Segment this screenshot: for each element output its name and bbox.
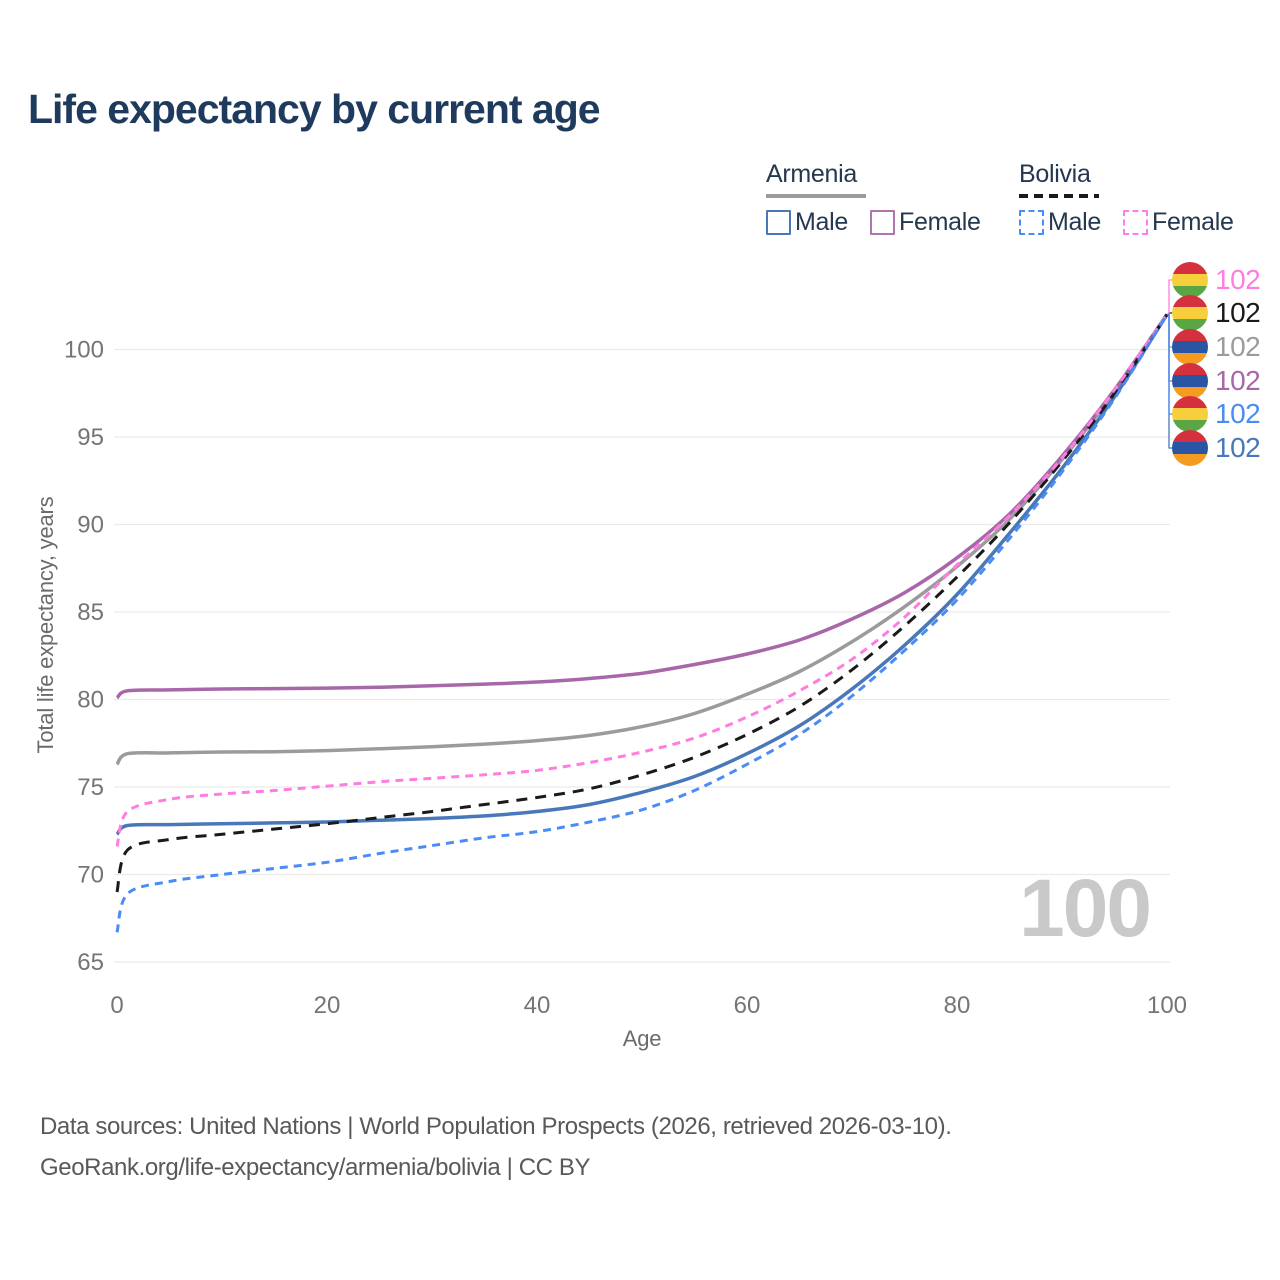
series-line-armenia-male — [115, 313, 1169, 836]
end-label-bolivia-male: 102 — [1172, 396, 1261, 432]
armenia-flag-icon — [1172, 363, 1208, 399]
end-label-value: 102 — [1215, 365, 1261, 396]
x-tick-60: 60 — [734, 992, 761, 1019]
y-tick-70: 70 — [77, 862, 104, 889]
legend-country-bolivia: Bolivia — [1019, 160, 1091, 188]
y-tick-85: 85 — [77, 599, 104, 626]
end-label-bolivia-both-sexes: 102 — [1172, 295, 1261, 331]
end-label-value: 102 — [1215, 432, 1261, 463]
legend-group-bolivia: Bolivia Male Female — [1019, 160, 1256, 237]
y-tick-90: 90 — [77, 512, 104, 539]
x-tick-0: 0 — [110, 992, 123, 1019]
legend-item-armenia-female: Female — [870, 208, 981, 237]
x-tick-80: 80 — [944, 992, 971, 1019]
bolivia-flag-icon — [1172, 295, 1208, 331]
armenia-female-swatch-icon — [870, 210, 895, 235]
y-tick-65: 65 — [77, 949, 104, 976]
series-line-armenia-both-sexes — [115, 313, 1169, 766]
bolivia-line-style-swatch — [1019, 194, 1099, 198]
legend-item-bolivia-female: Female — [1123, 208, 1234, 237]
x-tick-100: 100 — [1147, 992, 1187, 1019]
legend-item-label: Male — [795, 208, 848, 236]
legend-group-armenia: Armenia Male Female — [766, 160, 1003, 237]
legend-item-label: Male — [1048, 208, 1101, 236]
page-title: Life expectancy by current age — [28, 86, 601, 132]
end-label-armenia-both-sexes: 102 — [1172, 329, 1261, 365]
legend-item-label: Female — [899, 208, 981, 236]
footer-data-sources: Data sources: United Nations | World Pop… — [40, 1113, 952, 1140]
y-tick-95: 95 — [77, 424, 104, 451]
y-tick-100: 100 — [64, 337, 104, 364]
armenia-line-style-swatch — [766, 194, 866, 198]
legend-item-label: Female — [1152, 208, 1234, 236]
leader-line-bolivia-male — [1167, 313, 1174, 415]
bolivia-female-swatch-icon — [1123, 210, 1148, 235]
series-line-bolivia-male — [115, 313, 1169, 933]
series-line-armenia-female — [115, 313, 1169, 700]
footer: Data sources: United Nations | World Pop… — [40, 1106, 952, 1188]
y-tick-80: 80 — [77, 687, 104, 714]
armenia-male-swatch-icon — [766, 210, 791, 235]
end-label-armenia-female: 102 — [1172, 363, 1261, 399]
legend-item-bolivia-male: Male — [1019, 208, 1101, 237]
end-label-value: 102 — [1215, 398, 1261, 429]
end-label-value: 102 — [1215, 264, 1261, 295]
x-tick-20: 20 — [314, 992, 341, 1019]
bolivia-male-swatch-icon — [1019, 210, 1044, 235]
series-line-bolivia-both-sexes — [115, 313, 1169, 893]
armenia-flag-icon — [1172, 430, 1208, 466]
bolivia-flag-icon — [1172, 396, 1208, 432]
y-axis-title: Total life expectancy, years — [33, 496, 58, 754]
end-label-armenia-male: 102 — [1172, 430, 1261, 466]
y-tick-75: 75 — [77, 774, 104, 801]
series-line-bolivia-female — [115, 313, 1169, 847]
x-axis-title: Age — [622, 1026, 662, 1051]
footer-attribution: GeoRank.org/life-expectancy/armenia/boli… — [40, 1154, 591, 1181]
armenia-flag-icon — [1172, 329, 1208, 365]
age-counter-watermark: 100 — [1019, 863, 1152, 954]
end-label-value: 102 — [1215, 331, 1261, 362]
legend-item-armenia-male: Male — [766, 208, 848, 237]
x-tick-40: 40 — [524, 992, 551, 1019]
end-label-value: 102 — [1215, 297, 1261, 328]
bolivia-flag-icon — [1172, 262, 1208, 298]
end-label-bolivia-female: 102 — [1172, 262, 1261, 298]
legend-country-armenia: Armenia — [766, 160, 857, 188]
